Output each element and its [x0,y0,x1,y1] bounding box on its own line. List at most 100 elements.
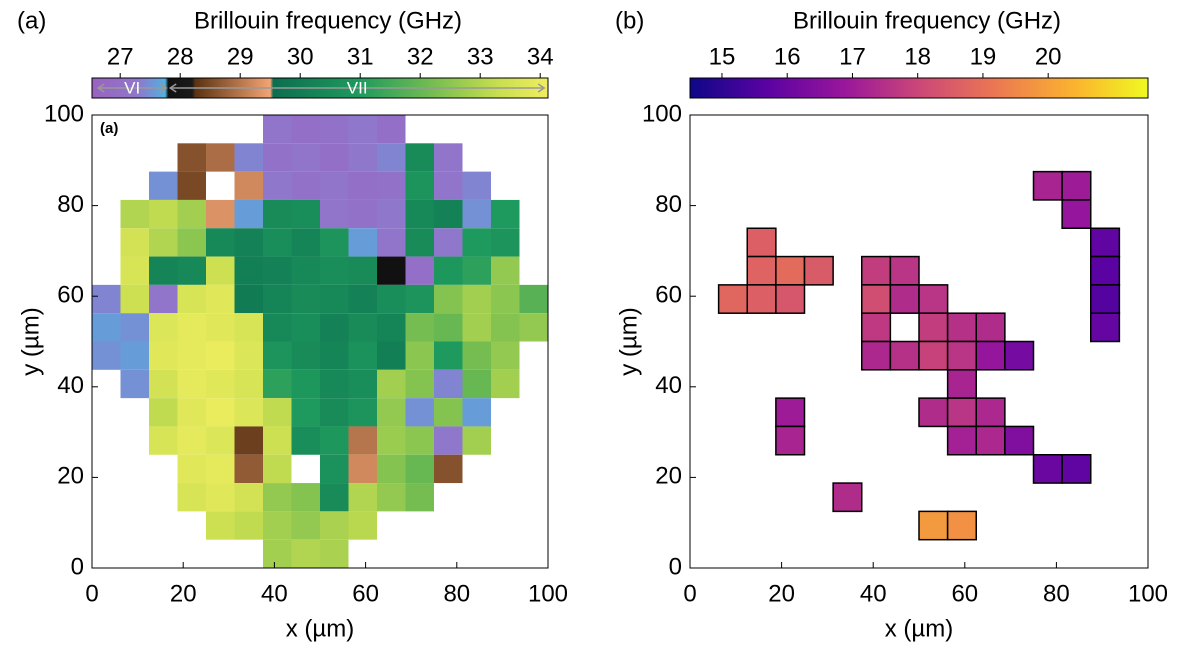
x-tick-label: 20 [170,580,197,607]
heatmap-cell [348,369,377,399]
y-tick-label: 100 [44,100,84,127]
heatmap-cell [405,369,434,399]
heatmap-cell [291,115,320,144]
heatmap-cell [206,313,235,342]
x-tick-label: 0 [683,580,696,607]
heatmap-cell [348,199,377,229]
heatmap-cell [405,199,434,229]
heatmap-cell [348,115,377,144]
heatmap-cell [263,284,292,314]
heatmap-cell [405,256,434,285]
heatmap-cell [434,398,463,427]
heatmap-cell [377,199,406,229]
y-axis-label: y (µm) [615,307,642,375]
heatmap-cell [206,511,235,540]
heatmap-cell [320,511,349,540]
heatmap-cell [1004,425,1035,456]
x-tick-label: 60 [951,580,978,607]
heatmap-cell [462,228,491,257]
heatmap-cell [320,228,349,257]
heatmap-cell [889,284,920,314]
x-tick-label: 100 [1128,580,1168,607]
heatmap-cell [149,199,178,229]
heatmap-cell [434,369,463,399]
heatmap-cell [234,341,263,370]
heatmap-cell [263,341,292,370]
heatmap-cell [462,256,491,285]
heatmap-cell [263,426,292,455]
heatmap-cell [946,425,977,456]
heatmap-cell [320,398,349,427]
heatmap-cell [491,228,520,257]
heatmap-cell [120,199,149,229]
colorbar-tick-label: 33 [467,43,494,70]
heatmap-cell [291,228,320,257]
heatmap-cell [234,454,263,484]
heatmap-cell [377,228,406,257]
heatmap-cell [462,426,491,455]
heatmap-cell [92,341,121,370]
heatmap-cell [462,284,491,314]
heatmap-cell [149,426,178,455]
heatmap-cell [746,227,777,258]
phase-arrow-head [96,83,168,93]
colorbar-tick-label: 18 [904,43,931,70]
heatmap-cell [206,398,235,427]
heatmap-cell [377,171,406,200]
heatmap-cell [263,228,292,257]
heatmap-cell [234,143,263,172]
heatmap-cell [462,369,491,399]
heatmap-cell [177,313,206,342]
heatmap-cell [377,284,406,314]
colorbar-tick-label: 31 [347,43,374,70]
heatmap-cell [206,199,235,229]
heatmap-cell [405,143,434,172]
heatmap-cell [462,313,491,342]
heatmap-cell [177,228,206,257]
heatmap-cell [149,398,178,427]
heatmap-cell [320,171,349,200]
y-axis-label: y (µm) [17,307,44,375]
colorbar-tick-label: 27 [107,43,134,70]
heatmap-cell [405,284,434,314]
heatmap-cell [120,313,149,342]
colorbar-tick-label: 28 [167,43,194,70]
heatmap-cell [717,284,748,314]
heatmap-cell [320,143,349,172]
heatmap-cell [263,511,292,540]
heatmap-cell [434,454,463,484]
heatmap-cell [348,454,377,484]
heatmap-cell [491,256,520,285]
heatmap-cell [918,397,949,428]
y-tick-label: 20 [57,463,84,490]
heatmap-cell [861,284,892,314]
heatmap-cell [234,511,263,540]
heatmap-cell [1032,170,1063,201]
heatmap-cell [263,369,292,399]
heatmap-cell [149,256,178,285]
heatmap-cell [519,313,548,342]
heatmap-cell [291,143,320,172]
colorbar [689,77,1149,99]
x-tick-label: 100 [528,580,568,607]
heatmap-cell [1032,454,1063,484]
heatmap-cell [377,426,406,455]
heatmap-cell [918,510,949,541]
x-tick-label: 40 [860,580,887,607]
y-tick-label: 80 [655,191,682,218]
heatmap-cell [889,255,920,286]
heatmap-cell [918,340,949,371]
heatmap-cell [263,313,292,342]
heatmap-cell [320,454,349,484]
heatmap-cell [320,539,349,568]
heatmap-cell [405,454,434,484]
y-tick-label: 40 [655,372,682,399]
x-axis-label: x (µm) [885,615,953,642]
y-tick-label: 80 [57,191,84,218]
heatmap-cell [320,341,349,370]
heatmap-cell [348,398,377,427]
y-tick-label: 0 [71,553,84,580]
colorbar-tick-label: 29 [227,43,254,70]
colorbar-tick-label: 20 [1035,43,1062,70]
heatmap-cell [234,284,263,314]
